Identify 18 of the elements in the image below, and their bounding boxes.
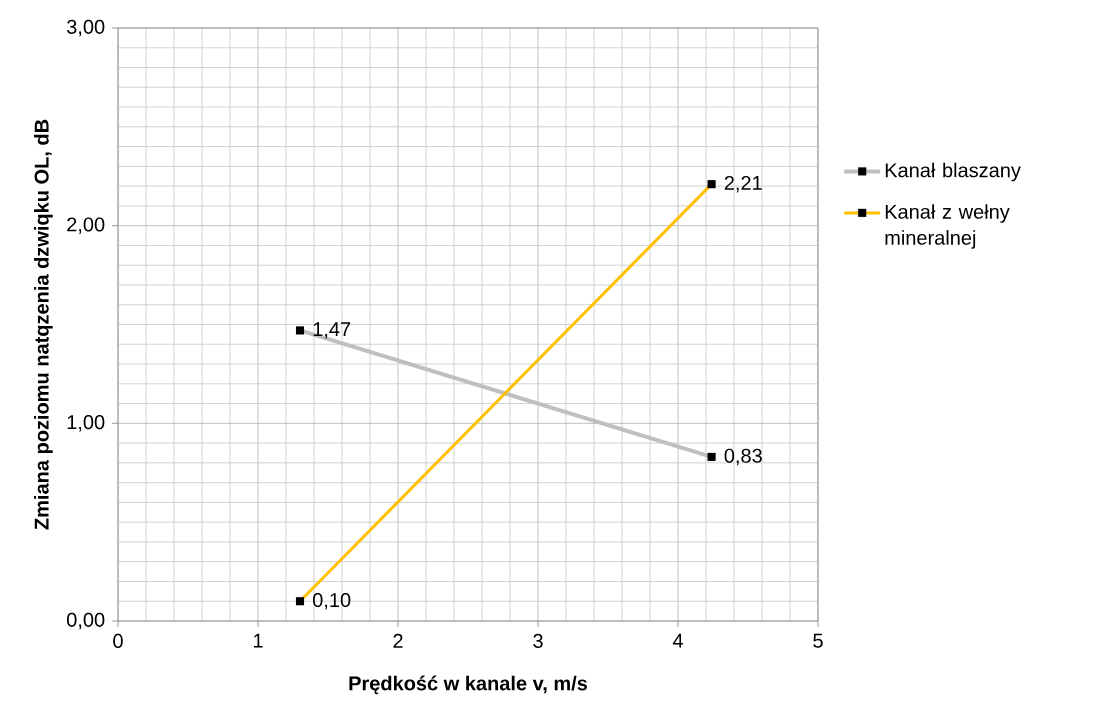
x-tick-label: 4 (672, 633, 683, 648)
x-tick-label: 3 (533, 633, 543, 649)
data-label: 0,10 (312, 592, 351, 610)
legend-label: Kanał blaszany (885, 162, 1021, 182)
y-axis-title: Zmiana poziomu natqzenia dzwiqku OL, dB (34, 119, 53, 530)
data-label: 2,21 (724, 175, 762, 193)
x-tick-label: 5 (813, 633, 823, 648)
y-tick-label: 2,00 (67, 217, 105, 234)
x-tick-label: 0 (113, 633, 123, 649)
data-label: 1,47 (313, 322, 351, 339)
x-tick-label: 2 (393, 633, 403, 648)
x-tick-label: 1 (253, 633, 263, 648)
y-tick-label: 3,00 (66, 19, 105, 37)
x-axis-title: Prędkość w kanale v, m/s (349, 675, 588, 695)
y-tick-label: 0,00 (67, 612, 105, 630)
data-label: 0,83 (724, 448, 762, 466)
y-tick-label: 1,00 (67, 415, 105, 432)
legend-label: Kanał z wełny mineralnej (885, 204, 1010, 249)
